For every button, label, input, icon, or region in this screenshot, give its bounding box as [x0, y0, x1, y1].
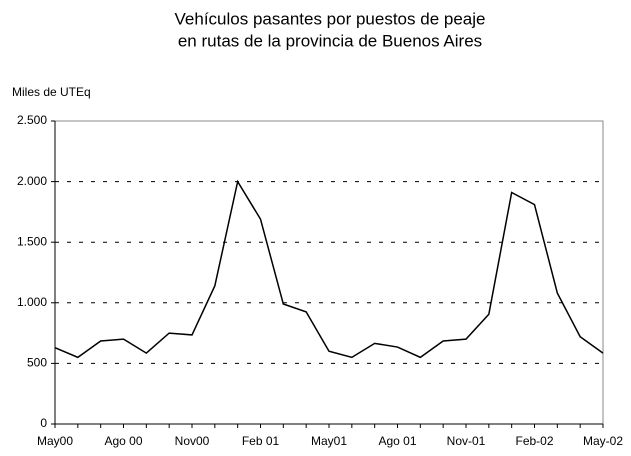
plot-area — [54, 120, 604, 425]
chart-title: en rutas de la provincia de Buenos Aires — [178, 31, 482, 50]
x-tick-label: May00 — [37, 434, 73, 448]
y-tick-label: 0 — [40, 416, 47, 430]
y-tick-label: 1.500 — [17, 234, 47, 248]
x-tick-label: Feb 01 — [242, 434, 280, 448]
x-tick-label: May01 — [311, 434, 347, 448]
y-tick-label: 500 — [27, 356, 47, 370]
x-tick-label: Feb-02 — [515, 434, 553, 448]
y-tick-label: 1.000 — [17, 295, 47, 309]
data-line — [54, 179, 604, 359]
x-tick-label: May-02 — [583, 434, 623, 448]
y-tick-label: 2.500 — [17, 113, 47, 127]
x-tick-label: Ago 00 — [104, 434, 142, 448]
y-axis-label: Miles de UTEq — [12, 85, 91, 99]
chart-title: Vehículos pasantes por puestos de peaje — [175, 9, 486, 28]
x-tick-label: Ago 01 — [378, 434, 416, 448]
y-tick-label: 2.000 — [17, 174, 47, 188]
x-tick-label: Nov-01 — [447, 434, 486, 448]
x-tick-label: Nov00 — [175, 434, 210, 448]
